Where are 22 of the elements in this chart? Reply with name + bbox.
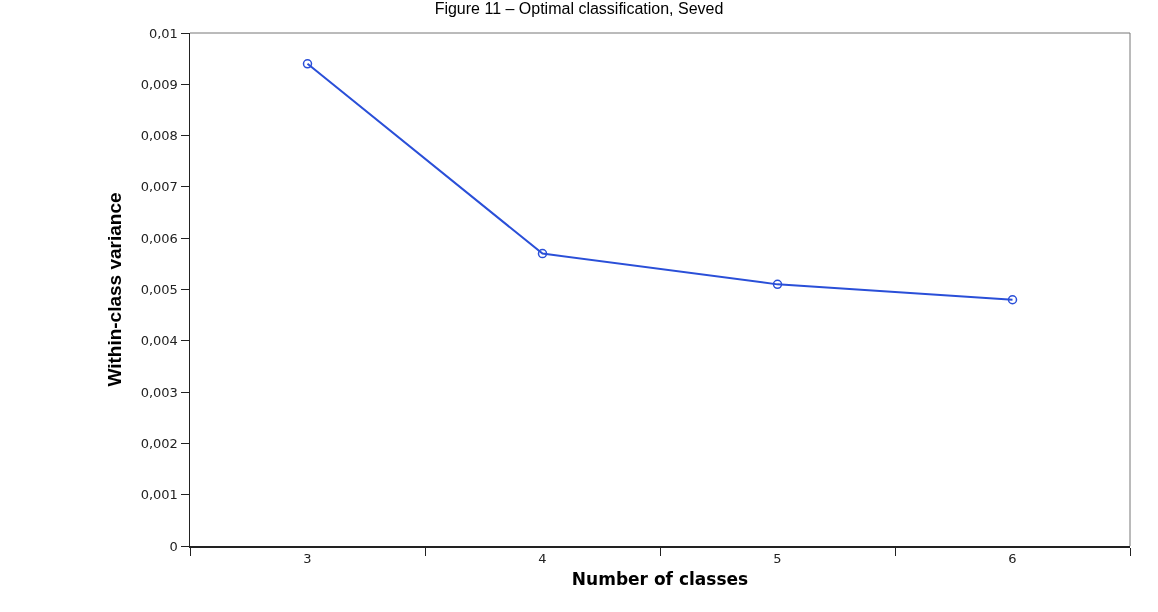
y-tick-label: 0: [169, 538, 178, 554]
point: [772, 279, 783, 290]
y-tick-label: 0,003: [140, 384, 178, 400]
y-tick-label: 0,005: [140, 282, 178, 298]
x-tick-label: 5: [773, 551, 782, 567]
y-tick-label: 0,009: [140, 76, 178, 92]
y-tick-label: 0,01: [148, 25, 178, 41]
point: [537, 248, 548, 259]
x-tick-label: 6: [1008, 551, 1017, 567]
y-tick-label: 0,006: [140, 230, 178, 246]
y-axis-title: Within-class variance: [103, 192, 125, 387]
y-tick-label: 0,008: [140, 128, 178, 144]
x-tick-label: 4: [538, 551, 547, 567]
chart-title: Figure 11 – Optimal classification, Seved: [434, 0, 724, 18]
y-tick-label: 0,007: [140, 179, 178, 195]
x-axis-title: Number of classes: [571, 569, 749, 590]
point: [302, 59, 313, 69]
y-tick-label: 0,001: [140, 487, 178, 503]
x-tick-label: 3: [303, 551, 312, 567]
point: [1007, 295, 1018, 305]
y-tick-label: 0,002: [140, 435, 178, 451]
y-tick-label: 0,004: [140, 333, 178, 349]
